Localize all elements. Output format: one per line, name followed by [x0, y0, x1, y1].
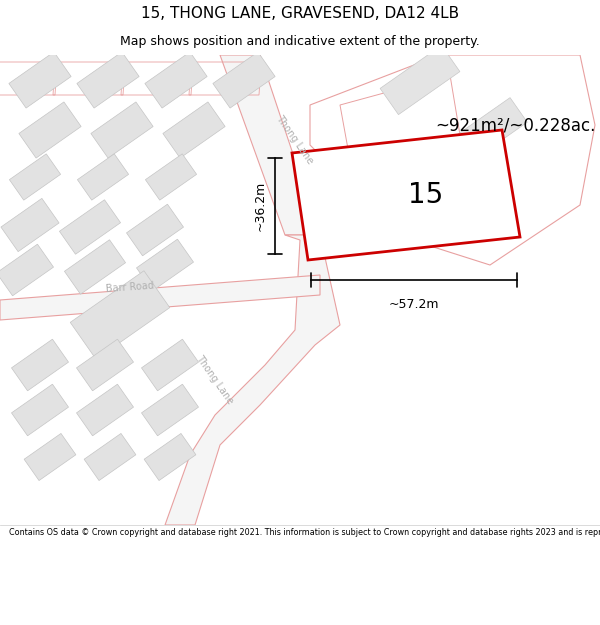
- Polygon shape: [220, 55, 320, 235]
- Polygon shape: [127, 204, 184, 256]
- Polygon shape: [163, 102, 225, 158]
- Polygon shape: [0, 275, 320, 320]
- Polygon shape: [11, 339, 68, 391]
- Text: 15: 15: [408, 181, 443, 209]
- Polygon shape: [142, 384, 199, 436]
- Text: Thong Lane: Thong Lane: [194, 354, 236, 406]
- Polygon shape: [84, 434, 136, 481]
- Polygon shape: [77, 154, 128, 200]
- Polygon shape: [144, 434, 196, 481]
- Polygon shape: [145, 52, 207, 108]
- Polygon shape: [145, 154, 197, 200]
- Polygon shape: [0, 244, 53, 296]
- Polygon shape: [11, 384, 68, 436]
- Polygon shape: [213, 52, 275, 108]
- Polygon shape: [77, 52, 139, 108]
- Polygon shape: [380, 46, 460, 114]
- Polygon shape: [24, 434, 76, 481]
- Polygon shape: [59, 200, 121, 254]
- Text: Thong Lane: Thong Lane: [274, 114, 316, 166]
- Text: Map shows position and indicative extent of the property.: Map shows position and indicative extent…: [120, 35, 480, 48]
- Polygon shape: [19, 102, 81, 158]
- Polygon shape: [1, 198, 59, 252]
- Polygon shape: [292, 130, 520, 260]
- Polygon shape: [165, 235, 340, 525]
- Polygon shape: [76, 384, 134, 436]
- Text: Barr Road: Barr Road: [106, 281, 154, 294]
- Polygon shape: [136, 239, 194, 291]
- Text: ~57.2m: ~57.2m: [389, 298, 439, 311]
- Polygon shape: [76, 339, 134, 391]
- Polygon shape: [142, 339, 199, 391]
- Text: 15, THONG LANE, GRAVESEND, DA12 4LB: 15, THONG LANE, GRAVESEND, DA12 4LB: [141, 6, 459, 21]
- Text: Contains OS data © Crown copyright and database right 2021. This information is : Contains OS data © Crown copyright and d…: [9, 528, 600, 537]
- Polygon shape: [91, 102, 153, 158]
- Polygon shape: [64, 240, 125, 294]
- Polygon shape: [10, 154, 61, 200]
- Polygon shape: [453, 98, 527, 162]
- Polygon shape: [9, 52, 71, 108]
- Text: ~921m²/~0.228ac.: ~921m²/~0.228ac.: [435, 116, 595, 134]
- Text: ~36.2m: ~36.2m: [254, 181, 267, 231]
- Polygon shape: [70, 271, 170, 359]
